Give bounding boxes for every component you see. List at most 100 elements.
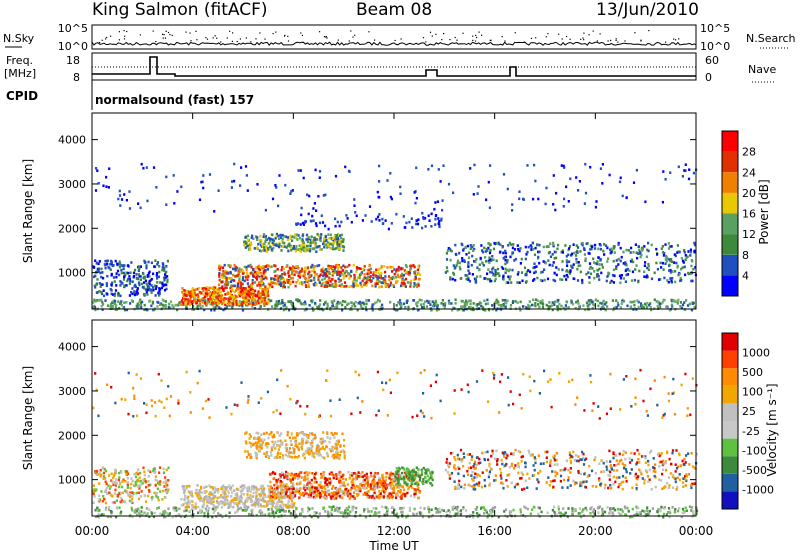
echo-cell: [231, 289, 234, 292]
nave-right-tick-high: 60: [705, 54, 719, 67]
echo-cell: [632, 181, 636, 184]
echo-cell: [154, 294, 157, 297]
echo-cell: [203, 286, 206, 290]
echo-cell: [647, 241, 650, 245]
echo-cell: [554, 279, 557, 283]
echo-cell: [434, 201, 437, 204]
echo-cell: [666, 305, 669, 308]
echo-cell: [423, 300, 427, 304]
echo-cell: [102, 294, 106, 298]
echo-cell: [565, 306, 568, 310]
echo-cell: [146, 308, 149, 312]
echo-cell: [629, 260, 633, 263]
echo-cell: [216, 296, 219, 299]
echo-cell: [451, 277, 454, 281]
echo-cell: [376, 280, 379, 284]
echo-cell: [252, 293, 255, 297]
echo-cell: [577, 189, 580, 192]
echo-cell: [277, 299, 281, 303]
echo-cell: [202, 504, 205, 507]
echo-cell: [384, 505, 387, 509]
echo-cell: [646, 266, 649, 270]
echo-cell: [386, 508, 390, 511]
echo-cell: [262, 277, 265, 281]
echo-cell: [122, 264, 125, 267]
echo-cell: [164, 300, 167, 303]
echo-cell: [575, 300, 578, 304]
echo-cell: [293, 273, 296, 277]
echo-cell: [364, 214, 367, 217]
echo-cell: [430, 515, 433, 518]
echo-cell: [492, 266, 495, 270]
echo-cell: [275, 505, 278, 509]
echo-cell: [489, 249, 492, 252]
noise-search-point: [368, 31, 370, 33]
echo-cell: [454, 243, 457, 247]
echo-cell: [690, 279, 693, 283]
echo-cell: [530, 245, 533, 249]
echo-cell: [417, 266, 421, 270]
echo-cell: [341, 245, 344, 248]
echo-cell: [273, 264, 276, 267]
echo-cell: [210, 493, 213, 496]
echo-cell: [96, 299, 99, 302]
echo-cell: [221, 495, 224, 499]
echo-cell: [203, 308, 206, 312]
echo-cell: [324, 193, 327, 197]
echo-cell: [373, 487, 376, 491]
echo-cell: [555, 191, 558, 195]
echo-cell: [378, 285, 381, 289]
echo-cell: [237, 271, 240, 275]
echo-cell: [417, 284, 420, 287]
echo-cell: [348, 263, 351, 267]
echo-cell: [491, 267, 494, 271]
echo-cell: [348, 170, 351, 173]
echo-cell: [201, 180, 204, 184]
echo-cell: [152, 272, 155, 276]
echo-cell: [205, 495, 208, 498]
echo-cell: [234, 275, 237, 278]
echo-cell: [604, 510, 607, 514]
echo-cell: [253, 247, 256, 250]
echo-cell: [313, 202, 316, 205]
echo-cell: [452, 505, 455, 508]
echo-cell: [212, 294, 215, 297]
echo-cell: [629, 515, 632, 519]
echo-cell: [105, 175, 108, 179]
echo-cell: [258, 510, 261, 514]
echo-cell: [674, 270, 677, 273]
echo-cell: [295, 248, 298, 251]
echo-cell: [587, 299, 590, 302]
echo-cell: [227, 506, 230, 509]
echo-cell: [137, 202, 140, 205]
echo-cell: [419, 303, 423, 306]
echo-cell: [565, 254, 568, 258]
echo-cell: [630, 258, 633, 262]
echo-cell: [413, 495, 416, 499]
echo-cell: [683, 265, 686, 269]
echo-cell: [153, 308, 156, 311]
echo-cell: [477, 185, 480, 188]
echo-cell: [538, 243, 541, 247]
echo-cell: [314, 242, 317, 245]
echo-cell: [329, 280, 332, 283]
echo-cell: [249, 248, 252, 251]
noise-search-point: [615, 39, 617, 41]
echo-cell: [371, 284, 374, 288]
echo-cell: [497, 515, 500, 519]
echo-cell: [123, 284, 126, 287]
echo-cell: [110, 289, 113, 292]
echo-cell: [324, 235, 327, 239]
echo-cell: [541, 270, 544, 274]
echo-cell: [646, 275, 649, 279]
echo-cell: [279, 284, 283, 288]
echo-cell: [336, 243, 339, 247]
echo-cell: [286, 236, 290, 239]
noise-left-label: N.Sky: [3, 32, 35, 45]
echo-cell: [499, 250, 502, 254]
echo-cell: [449, 277, 452, 281]
echo-cell: [166, 259, 169, 263]
echo-cell: [233, 290, 236, 294]
echo-cell: [323, 245, 326, 249]
echo-cell: [224, 280, 227, 284]
